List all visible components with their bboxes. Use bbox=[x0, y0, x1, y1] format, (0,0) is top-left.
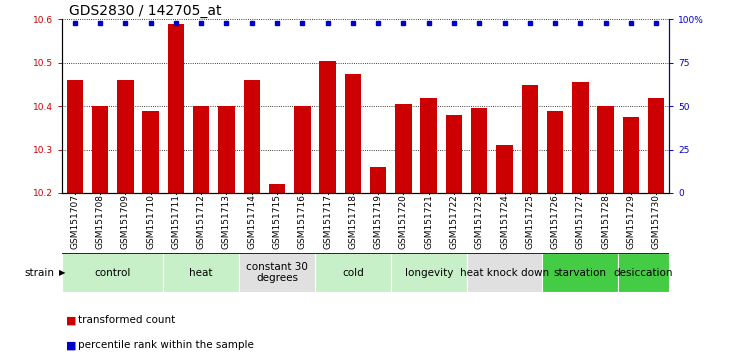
Text: GSM151729: GSM151729 bbox=[626, 194, 635, 249]
Text: GSM151719: GSM151719 bbox=[374, 194, 382, 249]
Text: GSM151723: GSM151723 bbox=[474, 194, 484, 249]
Text: GSM151717: GSM151717 bbox=[323, 194, 332, 249]
Text: transformed count: transformed count bbox=[78, 315, 175, 325]
Bar bbox=[167, 24, 184, 193]
Text: GSM151716: GSM151716 bbox=[298, 194, 307, 249]
Text: control: control bbox=[94, 268, 131, 278]
Text: cold: cold bbox=[342, 268, 364, 278]
Text: starvation: starvation bbox=[554, 268, 607, 278]
Bar bbox=[648, 98, 664, 193]
Bar bbox=[269, 184, 285, 193]
Text: GSM151711: GSM151711 bbox=[171, 194, 181, 249]
Text: GSM151715: GSM151715 bbox=[273, 194, 281, 249]
Text: longevity: longevity bbox=[404, 268, 453, 278]
Text: GSM151718: GSM151718 bbox=[349, 194, 357, 249]
Text: GSM151712: GSM151712 bbox=[197, 194, 205, 249]
Bar bbox=[522, 85, 538, 193]
Bar bbox=[219, 106, 235, 193]
Text: heat: heat bbox=[189, 268, 213, 278]
Bar bbox=[117, 80, 134, 193]
Text: GSM151726: GSM151726 bbox=[550, 194, 560, 249]
Text: GSM151713: GSM151713 bbox=[222, 194, 231, 249]
Bar bbox=[143, 110, 159, 193]
Text: GDS2830 / 142705_at: GDS2830 / 142705_at bbox=[69, 4, 222, 18]
Text: heat knock down: heat knock down bbox=[460, 268, 549, 278]
Bar bbox=[496, 145, 512, 193]
Bar bbox=[92, 106, 108, 193]
Text: constant 30
degrees: constant 30 degrees bbox=[246, 262, 308, 284]
Bar bbox=[370, 167, 387, 193]
Text: GSM151708: GSM151708 bbox=[96, 194, 105, 249]
Text: percentile rank within the sample: percentile rank within the sample bbox=[78, 340, 254, 350]
Bar bbox=[391, 253, 466, 292]
Bar bbox=[466, 253, 542, 292]
Bar bbox=[420, 98, 437, 193]
Bar bbox=[239, 253, 315, 292]
Bar bbox=[163, 253, 239, 292]
Bar bbox=[294, 106, 311, 193]
Text: GSM151721: GSM151721 bbox=[424, 194, 433, 249]
Text: GSM151714: GSM151714 bbox=[247, 194, 257, 249]
Text: ▶: ▶ bbox=[58, 268, 65, 277]
Text: GSM151707: GSM151707 bbox=[70, 194, 79, 249]
Text: GSM151722: GSM151722 bbox=[450, 194, 458, 249]
Bar bbox=[319, 61, 336, 193]
Bar bbox=[395, 104, 412, 193]
Text: strain: strain bbox=[25, 268, 55, 278]
Bar bbox=[618, 253, 669, 292]
Bar bbox=[344, 74, 361, 193]
Bar bbox=[597, 106, 614, 193]
Bar bbox=[572, 82, 588, 193]
Bar bbox=[471, 108, 488, 193]
Bar bbox=[315, 253, 391, 292]
Bar bbox=[62, 253, 163, 292]
Bar bbox=[446, 115, 462, 193]
Text: GSM151727: GSM151727 bbox=[576, 194, 585, 249]
Bar bbox=[547, 110, 564, 193]
Text: GSM151724: GSM151724 bbox=[500, 194, 509, 249]
Text: ■: ■ bbox=[66, 340, 76, 350]
Bar bbox=[623, 117, 639, 193]
Text: ■: ■ bbox=[66, 315, 76, 325]
Bar bbox=[542, 253, 618, 292]
Text: GSM151709: GSM151709 bbox=[121, 194, 130, 249]
Text: GSM151730: GSM151730 bbox=[652, 194, 661, 249]
Bar bbox=[67, 80, 83, 193]
Bar bbox=[193, 106, 209, 193]
Text: GSM151720: GSM151720 bbox=[399, 194, 408, 249]
Text: GSM151725: GSM151725 bbox=[526, 194, 534, 249]
Bar bbox=[243, 80, 260, 193]
Text: desiccation: desiccation bbox=[614, 268, 673, 278]
Text: GSM151710: GSM151710 bbox=[146, 194, 155, 249]
Text: GSM151728: GSM151728 bbox=[601, 194, 610, 249]
